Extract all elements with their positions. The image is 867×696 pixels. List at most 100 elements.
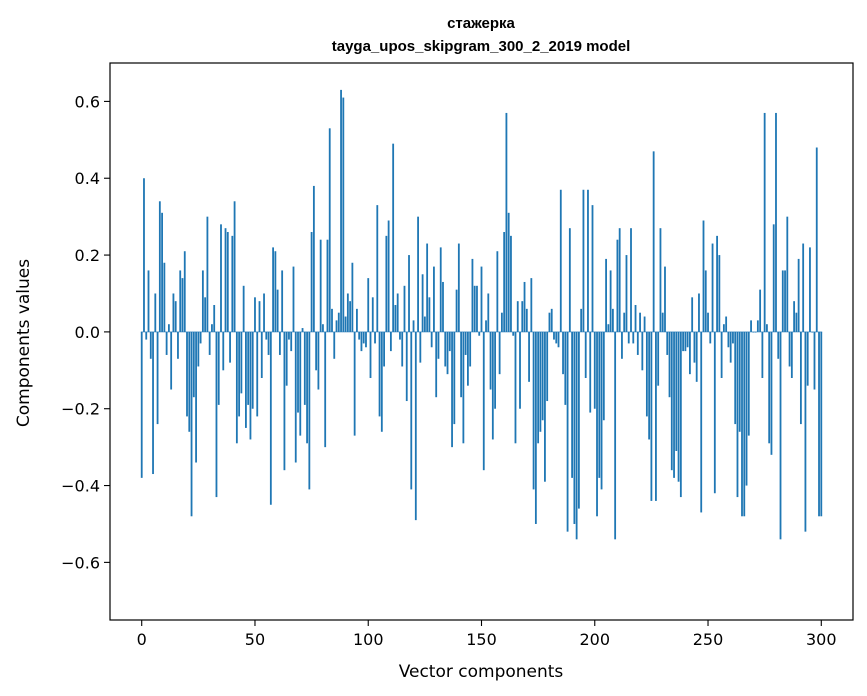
bar-98: [362, 331, 365, 344]
bar-288: [793, 301, 796, 332]
bar-118: [408, 255, 410, 332]
bar-278: [770, 331, 773, 455]
bar-147: [473, 285, 476, 332]
bar-26: [199, 331, 202, 344]
bar-131: [437, 331, 440, 359]
x-tick-label-300: 300: [806, 630, 837, 649]
bar-213: [623, 312, 626, 332]
bar-274: [761, 331, 764, 378]
bar-146: [471, 258, 474, 332]
bar-217: [632, 331, 635, 344]
plot-area-frame: [109, 62, 854, 621]
x-tick-label-100: 100: [353, 630, 384, 649]
bar-245: [695, 331, 698, 382]
bar-58: [272, 247, 274, 332]
bar-100: [367, 278, 370, 332]
bar-23: [192, 331, 195, 398]
bar-101: [369, 331, 372, 378]
bar-171: [528, 331, 530, 382]
bar-60: [276, 289, 279, 332]
bar-1: [143, 178, 145, 332]
bar-144: [467, 331, 469, 386]
bar-12: [167, 324, 170, 332]
bar-68: [294, 331, 297, 463]
bar-105: [378, 331, 381, 417]
bar-88: [340, 89, 342, 332]
bar-277: [768, 331, 771, 444]
bar-21: [188, 331, 191, 432]
bar-128: [430, 331, 433, 348]
bar-80: [322, 324, 324, 332]
bar-180: [548, 312, 551, 332]
bar-74: [308, 331, 311, 490]
x-tick-label-0: 0: [137, 630, 147, 649]
bar-97: [360, 331, 363, 352]
bar-248: [702, 220, 705, 332]
bar-283: [781, 270, 784, 332]
bar-198: [589, 331, 592, 413]
bar-202: [598, 331, 601, 478]
bar-182: [553, 331, 555, 340]
bar-85: [333, 331, 336, 359]
bar-92: [349, 301, 352, 332]
bar-173: [532, 331, 535, 490]
x-axis-ticks: 0 50 100 150 200 250 300: [137, 620, 837, 649]
bar-195: [582, 189, 585, 332]
bar-250: [707, 312, 709, 332]
bar-127: [428, 297, 431, 332]
bar-207: [609, 270, 612, 332]
bar-175: [537, 331, 540, 444]
bar-78: [317, 331, 320, 390]
bar-177: [541, 331, 544, 421]
y-axis-label: Components values: [14, 259, 34, 427]
bar-123: [419, 331, 422, 363]
bar-117: [405, 331, 408, 402]
bar-6: [154, 293, 157, 332]
bar-184: [557, 331, 560, 348]
bar-228: [657, 331, 660, 386]
bar-42: [235, 331, 238, 444]
bar-209: [614, 331, 617, 540]
bar-157: [496, 251, 499, 332]
bar-255: [718, 255, 721, 332]
y-tick-label-0: 0.6: [75, 92, 100, 111]
bar-197: [587, 189, 589, 332]
bar-48: [249, 331, 252, 440]
bar-33: [215, 331, 218, 498]
bar-275: [763, 112, 766, 332]
bar-119: [410, 331, 413, 490]
bar-261: [732, 331, 734, 344]
bar-57: [269, 331, 272, 505]
bar-47: [247, 331, 250, 405]
bar-22: [190, 331, 193, 517]
bar-203: [600, 331, 603, 490]
bar-163: [510, 235, 512, 332]
bar-254: [716, 235, 718, 332]
bar-244: [693, 331, 696, 363]
bar-86: [335, 320, 338, 332]
y-tick-label-3: 0.0: [75, 323, 100, 342]
bar-185: [559, 189, 562, 332]
bar-111: [392, 143, 395, 332]
bar-16: [177, 331, 179, 359]
bar-132: [439, 247, 442, 332]
bar-179: [546, 331, 549, 402]
bar-252: [711, 243, 714, 332]
y-axis-ticks: 0.6 0.4 0.2 0.0 −0.2 −0.4 −0.6: [61, 92, 110, 572]
bar-9: [161, 212, 163, 332]
bar-211: [618, 228, 621, 332]
bar-214: [625, 255, 628, 332]
bar-56: [267, 331, 270, 355]
bar-139: [455, 289, 458, 332]
bar-53: [260, 331, 263, 378]
x-tick-label-250: 250: [693, 630, 724, 649]
bar-273: [759, 289, 762, 332]
bar-212: [621, 331, 623, 359]
bar-190: [571, 331, 574, 478]
bar-103: [374, 331, 376, 344]
bar-187: [564, 331, 567, 405]
bar-174: [534, 331, 537, 524]
bar-83: [328, 128, 331, 332]
bar-143: [464, 331, 467, 355]
bar-95: [356, 308, 358, 332]
